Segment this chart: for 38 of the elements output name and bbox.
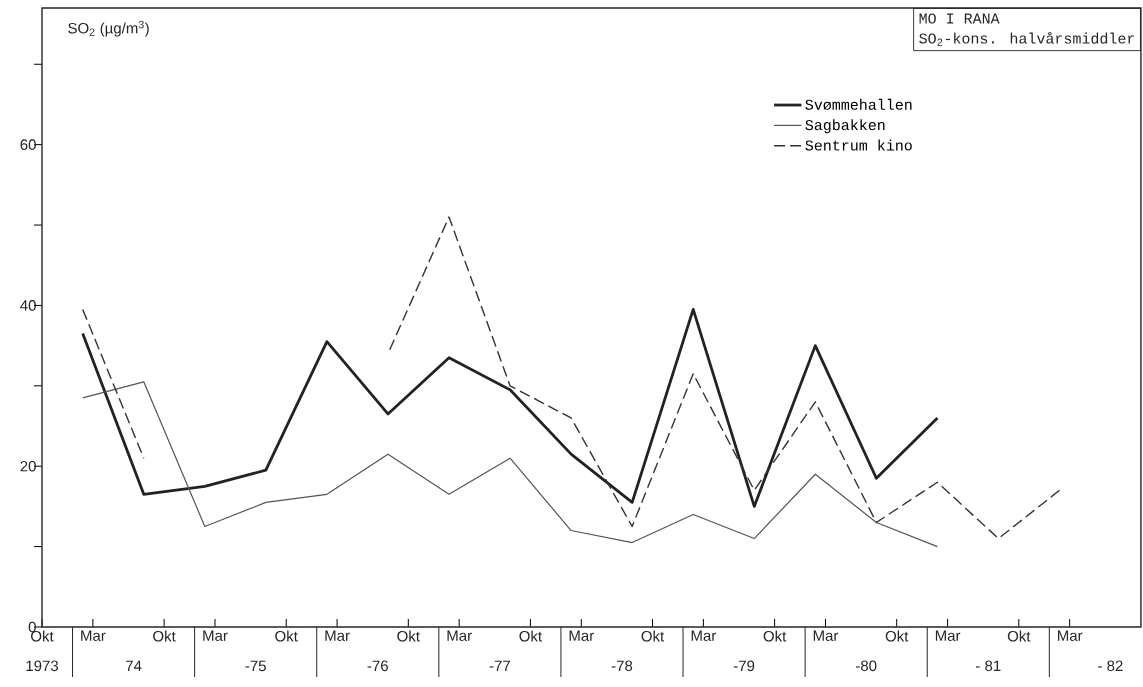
text: -80 [856, 660, 877, 672]
x-tick-label: Mar [203, 630, 228, 641]
text: -75 [245, 660, 266, 672]
y-tick-label: 60 [20, 139, 36, 150]
x-tick-label: Okt [885, 630, 909, 642]
legend-label: Svømmehallen [805, 98, 912, 110]
text: - 82 [1098, 660, 1123, 672]
line-series [82, 381, 939, 548]
x-tick-label: Okt [763, 630, 787, 642]
chart-title: MO I RANA [919, 13, 1000, 24]
x-tick-label: Mar [81, 630, 106, 641]
legend-label: Sentrum kino [805, 139, 912, 151]
x-tick-label: Okt [153, 630, 176, 642]
x-tick-label: Okt [641, 630, 665, 642]
text: 74 [126, 660, 142, 671]
x-tick-label: Okt [275, 630, 298, 642]
text: -78 [611, 660, 633, 672]
line-series [81, 308, 939, 508]
text: 1973 [26, 660, 59, 672]
y-axis-title: SO$_{2}$ (µg/m$^{3}$) [68, 20, 149, 37]
x-tick-label: Mar [813, 630, 839, 641]
x-tick-label: Mar [447, 630, 472, 641]
text: SO$_{2}$-kons. halvårsmiddler [919, 32, 1135, 46]
text: -76 [367, 660, 388, 672]
text: -79 [733, 660, 755, 672]
x-tick-label: Mar [691, 630, 717, 641]
x-tick-label: Mar [935, 630, 961, 641]
text: - 81 [976, 660, 1001, 672]
y-tick-label: 40 [20, 300, 36, 311]
x-tick-label: Mar [1057, 630, 1083, 641]
x-tick-label: Okt [1007, 630, 1031, 642]
x-tick-label: Mar [569, 630, 594, 641]
x-tick-label: Okt [519, 630, 542, 642]
legend-label: Sagbakken [805, 119, 885, 134]
x-tick-label: Okt [397, 630, 420, 642]
x-tick-label: Mar [325, 630, 350, 641]
text: -77 [489, 660, 510, 671]
y-tick-label: 20 [20, 460, 36, 472]
